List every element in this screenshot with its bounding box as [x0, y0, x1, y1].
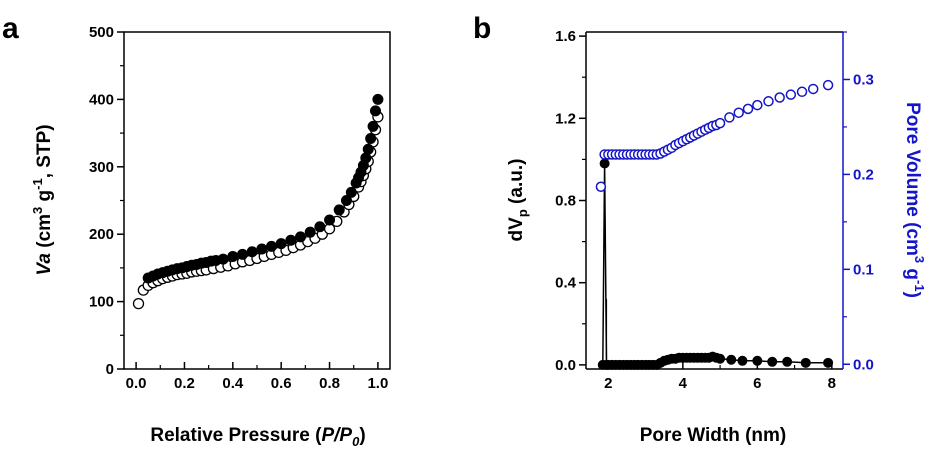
panel-b-psd-point [767, 356, 778, 367]
panel-a-desorption-point [314, 221, 326, 233]
panel-b-psd-point [782, 356, 793, 367]
panel-b-x-tick-label: 8 [828, 375, 836, 392]
panel-a-desorption-point [285, 234, 297, 246]
panel-b-pore-volume-point [752, 99, 763, 111]
panel-b-pore-volume-point [733, 107, 744, 118]
panel-b-y-tick-label: 0.4 [555, 275, 577, 292]
panel-b-pore-volume-point [763, 96, 774, 107]
panel-b-right-axis-label: Pore Volume (cm3 g-1) [902, 102, 927, 298]
panel-a-desorption-point [227, 250, 239, 262]
panel-a-desorption-point [362, 143, 374, 155]
panel-b-psd-point [823, 357, 834, 368]
panel-b-psd-point [726, 354, 737, 365]
panel-b-y-tick-label: 0.8 [555, 193, 576, 210]
panel-a-y-tick-label: 100 [89, 294, 114, 311]
panel-b-pore-volume-point [714, 117, 726, 129]
panel-a-y-tick-label: 200 [89, 226, 114, 243]
panel-a-desorption-point [372, 93, 384, 105]
panel-a-x-tick-label: 0.6 [271, 375, 292, 392]
panel-a-x-tick-label: 0.4 [222, 375, 244, 392]
panel-b-psd-point [752, 355, 763, 366]
panel-a-y-tick-label: 400 [89, 91, 114, 108]
panel-b-chart: 2 4 6 8 0.0 0.4 0.8 1.2 1.6 0.0 0.1 0.2 0.3 [555, 28, 874, 392]
panel-b-psd-point [800, 357, 811, 368]
panel-a-chart: 0.0 0.2 0.4 0.6 0.8 1.0 0 100 200 300 400 500 [89, 24, 391, 392]
panel-a-y-tick-label: 500 [89, 24, 114, 41]
panel-a-desorption-point [275, 238, 287, 250]
panel-b-y-tick-label: 1.2 [555, 110, 576, 127]
panel-b-y2-tick-label: 0.1 [853, 261, 874, 278]
panel-a-x-tick-label: 1.0 [367, 375, 388, 392]
panel-a-desorption-point [266, 240, 278, 252]
panel-b-y2-tick-label: 0.3 [853, 71, 874, 88]
panel-b-x-tick-label: 2 [604, 375, 612, 392]
panel-a-desorption-point [295, 231, 307, 243]
panel-a-y-axis-label: Va (cm3 g-1, STP) [30, 124, 55, 275]
panel-b-y2-tick-label: 0.2 [853, 166, 874, 183]
panel-b-y-tick-label: 0.0 [555, 357, 576, 374]
panel-a-x-tick-label: 0.0 [126, 375, 147, 392]
panel-a-desorption-point [367, 120, 379, 132]
panel-b-psd-point [737, 355, 748, 366]
panel-b-x-axis-label: Pore Width (nm) [640, 425, 787, 446]
panel-a-desorption-point [345, 186, 357, 198]
panel-a-desorption-point [304, 226, 316, 238]
panel-b-psd-line [602, 163, 829, 366]
panel-b-pore-volume-point [796, 86, 808, 98]
panel-a-desorption-point [333, 204, 345, 216]
panel-a-desorption-point [236, 248, 248, 260]
panel-b-y2-tick-label: 0.0 [853, 356, 874, 373]
panel-b-psd-point [599, 158, 610, 169]
panel-a-desorption-point [256, 243, 268, 255]
panel-b-pore-volume-point [595, 181, 607, 192]
panel-a-letter: a [2, 12, 19, 45]
panel-b-psd-point [715, 353, 726, 364]
panel-b-pore-volume-point [785, 89, 797, 100]
panel-a-x-axis-label: Relative Pressure (P/P0) [150, 425, 365, 449]
panel-a-y-tick-label: 0 [106, 361, 114, 378]
panel-a-desorption-point [217, 253, 229, 265]
panel-a-desorption-point [246, 246, 258, 258]
panel-b-pore-volume-point [724, 112, 735, 123]
panel-b-letter: b [473, 12, 491, 45]
panel-a-desorption-point [340, 195, 352, 206]
panel-a-desorption-point [324, 214, 336, 226]
panel-a-desorption-point [365, 132, 377, 144]
panel-b-pore-volume-point [774, 92, 785, 103]
panel-b-x-tick-label: 6 [753, 375, 761, 392]
panel-a-x-tick-label: 0.8 [319, 375, 340, 392]
panel-a-x-tick-label: 0.2 [174, 375, 195, 392]
panel-a-adsorption-point [132, 297, 145, 310]
panel-b-pore-volume-point [807, 83, 819, 95]
panel-b-pore-volume-point [742, 103, 754, 115]
panel-b-x-tick-label: 4 [679, 375, 688, 392]
panel-b-y-tick-label: 1.6 [555, 28, 576, 45]
panel-b-pore-volume-point [822, 79, 834, 91]
panel-a-desorption-point [369, 105, 381, 117]
panel-b-y-axis-label: dVp (a.u.) [506, 159, 530, 242]
panel-a-y-tick-label: 300 [89, 159, 114, 176]
